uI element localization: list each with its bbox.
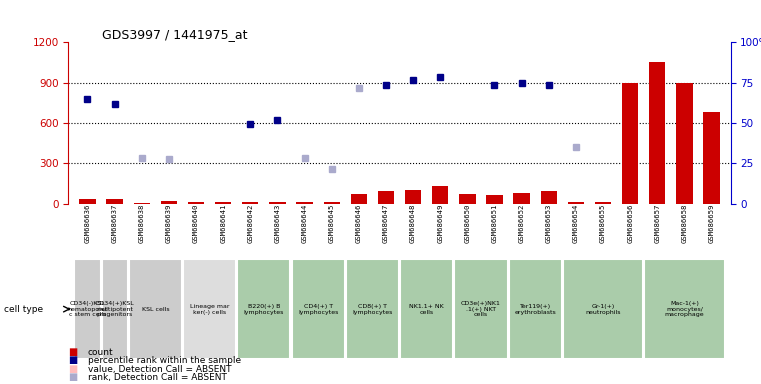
FancyBboxPatch shape: [345, 259, 399, 359]
Text: GSM686657: GSM686657: [654, 204, 661, 243]
FancyBboxPatch shape: [645, 259, 724, 359]
Bar: [188, 202, 204, 204]
Text: CD8(+) T
lymphocytes: CD8(+) T lymphocytes: [352, 304, 393, 314]
FancyBboxPatch shape: [508, 259, 562, 359]
Bar: [514, 193, 530, 204]
Bar: [622, 83, 638, 204]
Bar: [161, 201, 177, 204]
FancyBboxPatch shape: [75, 259, 100, 359]
Text: NK1.1+ NK
cells: NK1.1+ NK cells: [409, 304, 444, 314]
Bar: [297, 202, 313, 204]
Text: GSM686651: GSM686651: [492, 204, 498, 243]
Text: GSM686637: GSM686637: [112, 204, 118, 243]
Bar: [79, 200, 96, 204]
Bar: [323, 202, 340, 204]
Text: GSM686642: GSM686642: [247, 204, 253, 243]
Text: GSM686640: GSM686640: [193, 204, 199, 243]
FancyBboxPatch shape: [563, 259, 643, 359]
Bar: [215, 202, 231, 204]
Bar: [269, 202, 285, 204]
Text: GSM686653: GSM686653: [546, 204, 552, 243]
Text: CD34(-)KSL
hematopoiet
c stem cells: CD34(-)KSL hematopoiet c stem cells: [68, 301, 107, 318]
FancyBboxPatch shape: [454, 259, 508, 359]
Bar: [377, 192, 394, 204]
Text: KSL cells: KSL cells: [142, 306, 169, 312]
Text: GDS3997 / 1441975_at: GDS3997 / 1441975_at: [101, 28, 247, 41]
Text: Lineage mar
ker(-) cells: Lineage mar ker(-) cells: [189, 304, 229, 314]
Text: CD3e(+)NK1
.1(+) NKT
cells: CD3e(+)NK1 .1(+) NKT cells: [461, 301, 501, 318]
Text: GSM686648: GSM686648: [410, 204, 416, 243]
Text: count: count: [88, 348, 113, 357]
Text: GSM686654: GSM686654: [573, 204, 579, 243]
Text: ■: ■: [68, 347, 78, 357]
Text: GSM686649: GSM686649: [438, 204, 443, 243]
Bar: [351, 194, 367, 204]
Text: GSM686644: GSM686644: [301, 204, 307, 243]
Text: CD4(+) T
lymphocytes: CD4(+) T lymphocytes: [298, 304, 339, 314]
Bar: [703, 112, 720, 204]
Text: GSM686656: GSM686656: [627, 204, 633, 243]
Text: cell type: cell type: [4, 305, 43, 314]
Text: rank, Detection Call = ABSENT: rank, Detection Call = ABSENT: [88, 373, 226, 382]
Bar: [486, 195, 502, 204]
Bar: [568, 202, 584, 204]
Text: GSM686639: GSM686639: [166, 204, 172, 243]
Text: GSM686636: GSM686636: [84, 204, 91, 243]
Bar: [242, 202, 259, 204]
Text: Mac-1(+)
monocytes/
macrophage: Mac-1(+) monocytes/ macrophage: [664, 301, 704, 318]
Bar: [134, 203, 150, 204]
Text: CD34(+)KSL
multipotent
progenitors: CD34(+)KSL multipotent progenitors: [95, 301, 134, 318]
Text: ■: ■: [68, 364, 78, 374]
Text: GSM686645: GSM686645: [329, 204, 335, 243]
FancyBboxPatch shape: [400, 259, 454, 359]
Bar: [459, 194, 476, 204]
Text: GSM686641: GSM686641: [220, 204, 226, 243]
Text: Ter119(+)
erythroblasts: Ter119(+) erythroblasts: [514, 304, 556, 314]
Bar: [595, 202, 611, 204]
Text: Gr-1(+)
neutrophils: Gr-1(+) neutrophils: [585, 304, 621, 314]
FancyBboxPatch shape: [129, 259, 182, 359]
Text: GSM686655: GSM686655: [600, 204, 606, 243]
FancyBboxPatch shape: [237, 259, 291, 359]
Text: GSM686650: GSM686650: [464, 204, 470, 243]
Text: percentile rank within the sample: percentile rank within the sample: [88, 356, 240, 365]
Text: GSM686659: GSM686659: [708, 204, 715, 243]
Bar: [649, 62, 665, 204]
Text: value, Detection Call = ABSENT: value, Detection Call = ABSENT: [88, 365, 231, 374]
Bar: [405, 190, 422, 204]
Text: GSM686658: GSM686658: [681, 204, 687, 243]
Text: GSM686647: GSM686647: [383, 204, 389, 243]
Text: B220(+) B
lymphocytes: B220(+) B lymphocytes: [244, 304, 284, 314]
FancyBboxPatch shape: [101, 259, 128, 359]
Text: ■: ■: [68, 355, 78, 365]
Text: GSM686643: GSM686643: [275, 204, 280, 243]
Text: GSM686652: GSM686652: [519, 204, 524, 243]
Bar: [432, 186, 448, 204]
Text: GSM686638: GSM686638: [139, 204, 145, 243]
FancyBboxPatch shape: [183, 259, 236, 359]
FancyBboxPatch shape: [291, 259, 345, 359]
Bar: [107, 200, 123, 204]
Bar: [540, 192, 557, 204]
Text: ■: ■: [68, 372, 78, 382]
Bar: [677, 83, 693, 204]
Text: GSM686646: GSM686646: [356, 204, 361, 243]
